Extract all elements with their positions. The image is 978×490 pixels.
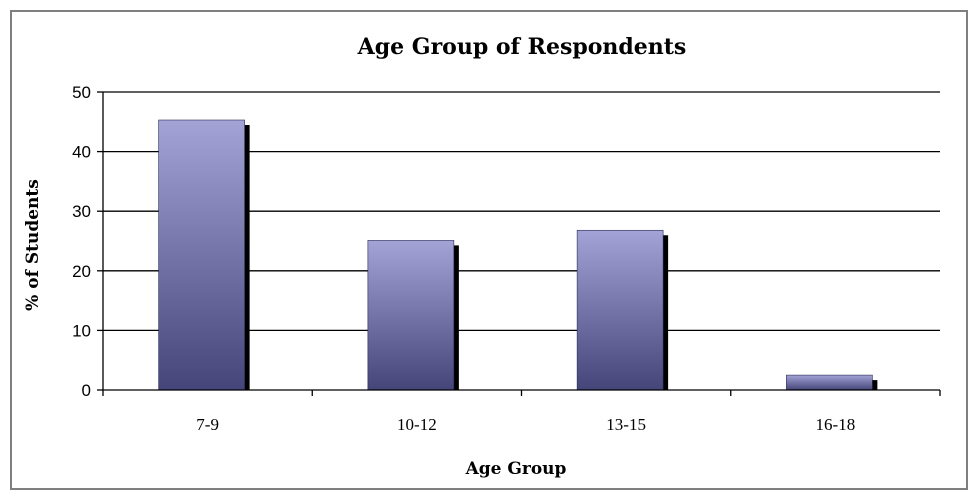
bar-13-15: [576, 229, 664, 391]
y-tick-label: 20: [72, 262, 91, 281]
bars: [158, 119, 878, 391]
axes: [102, 92, 941, 396]
x-axis-label: Age Group: [465, 459, 567, 479]
x-tick-labels: 7-9 10-12 13-15 16-18: [196, 415, 855, 434]
chart-title: Age Group of Respondents: [357, 34, 687, 60]
x-tick-label: 7-9: [196, 415, 219, 434]
y-tick-label: 40: [72, 143, 91, 162]
bar-7-9: [158, 119, 245, 391]
y-tick-labels: 0 10 20 30 40 50: [72, 83, 91, 400]
x-tick-label: 16-18: [816, 415, 856, 434]
bar-16-18: [786, 374, 873, 391]
x-tick-label: 13-15: [606, 415, 646, 434]
x-tick-label: 10-12: [397, 415, 437, 434]
y-tick-label: 50: [72, 83, 91, 102]
y-tick-label: 10: [72, 321, 91, 340]
y-tick-label: 30: [72, 202, 91, 221]
bar-10-12: [367, 240, 455, 391]
y-axis-label: % of Students: [23, 179, 43, 311]
y-tick-label: 0: [82, 381, 91, 400]
